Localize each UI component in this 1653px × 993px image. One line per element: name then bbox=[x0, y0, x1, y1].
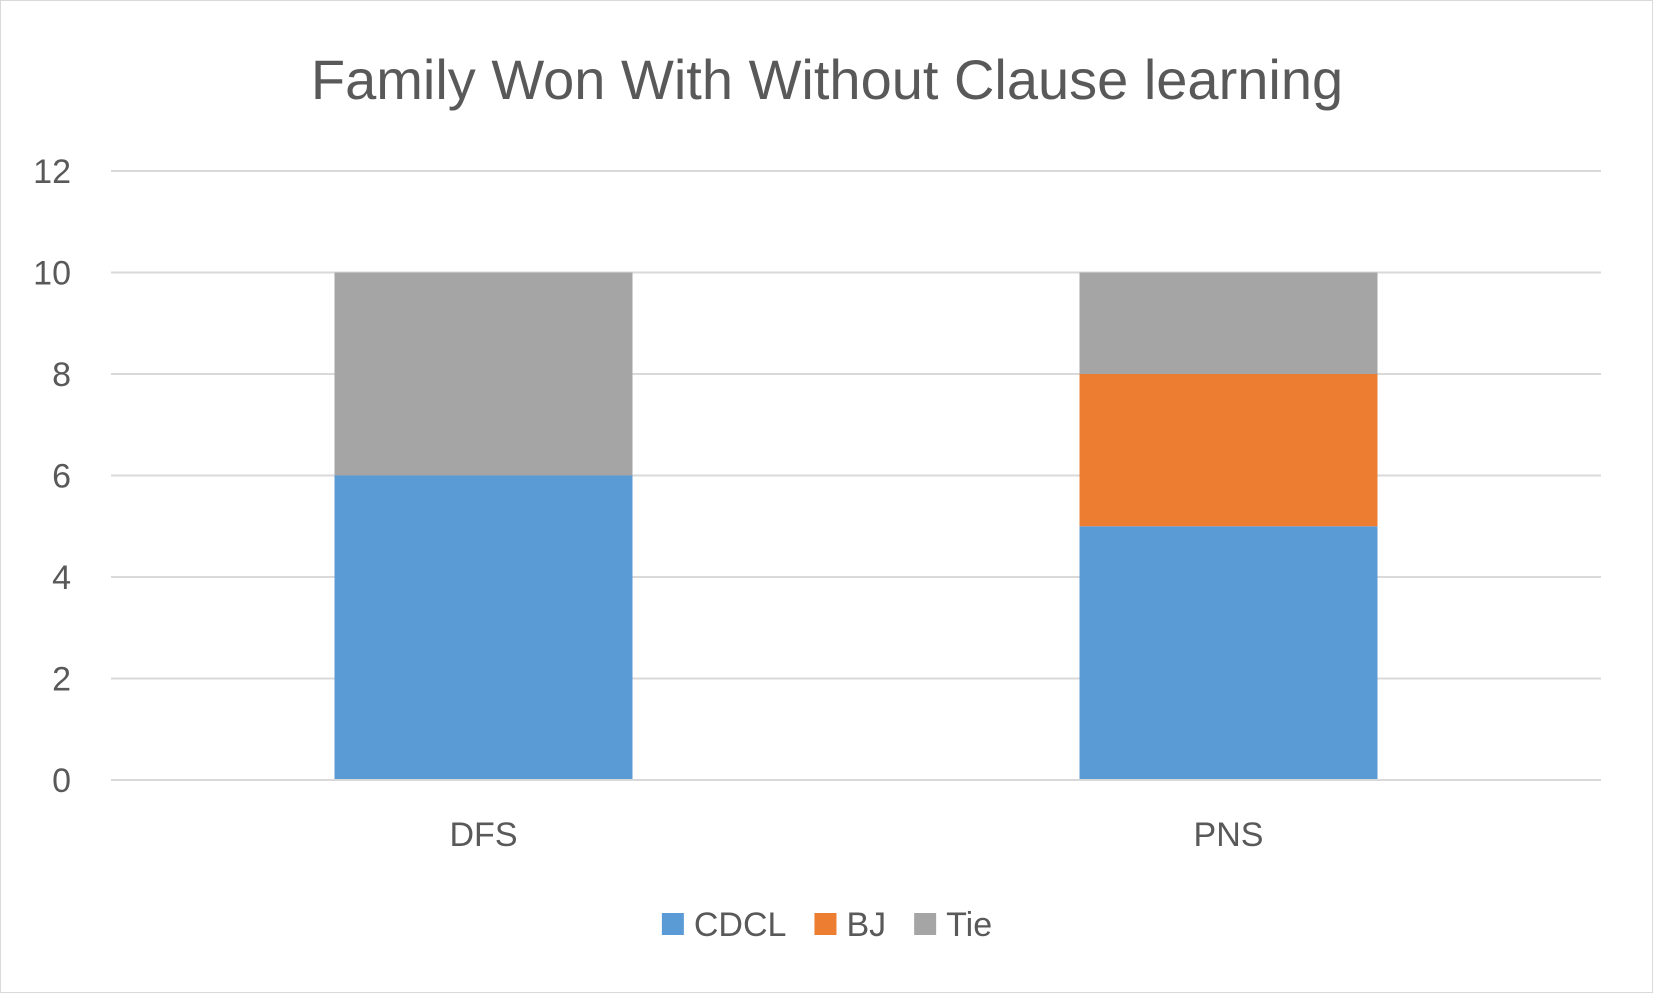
bars bbox=[111, 272, 1601, 781]
y-tick-label: 6 bbox=[52, 458, 71, 496]
legend: CDCL BJ Tie bbox=[661, 906, 992, 944]
legend-item-bj: BJ bbox=[814, 906, 886, 944]
legend-swatch-bj bbox=[814, 913, 837, 935]
chart-title: Family Won With Without Clause learning bbox=[311, 48, 1343, 111]
y-tick-label: 12 bbox=[33, 153, 71, 191]
legend-swatch-cdcl bbox=[661, 913, 684, 935]
bar-tie-pns bbox=[1079, 272, 1378, 374]
y-tick-label: 10 bbox=[33, 255, 71, 293]
x-tick-label-pns: PNS bbox=[1194, 816, 1264, 854]
y-tick-label: 2 bbox=[52, 661, 71, 699]
y-tick-label: 4 bbox=[52, 559, 71, 597]
legend-item-tie: Tie bbox=[914, 906, 992, 944]
y-axis-ticks: 0 2 4 6 8 10 12 bbox=[33, 153, 71, 800]
bar-bj-pns bbox=[1079, 374, 1378, 527]
legend-label-tie: Tie bbox=[946, 906, 992, 944]
legend-swatch-tie bbox=[914, 913, 937, 935]
bar-cdcl-pns bbox=[1079, 526, 1378, 780]
y-tick-label: 8 bbox=[52, 356, 71, 394]
y-tick-label: 0 bbox=[52, 762, 71, 800]
legend-label-bj: BJ bbox=[846, 906, 886, 944]
bar-tie-dfs bbox=[334, 272, 633, 476]
legend-item-cdcl: CDCL bbox=[661, 906, 787, 944]
legend-label-cdcl: CDCL bbox=[694, 906, 787, 944]
bar-cdcl-dfs bbox=[334, 475, 633, 780]
x-tick-label-dfs: DFS bbox=[450, 816, 518, 854]
x-axis-ticks: DFS PNS bbox=[450, 816, 1264, 854]
